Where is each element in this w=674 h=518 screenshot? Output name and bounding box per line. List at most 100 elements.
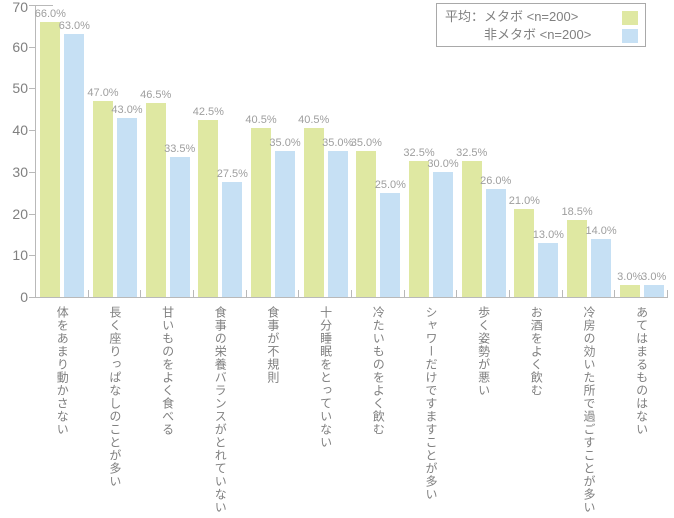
bar-group: 21.0% 13.0% [509, 5, 564, 297]
value-label: 40.5% [298, 114, 330, 127]
bar-non-metabo: 26.0% [480, 175, 511, 297]
bar-metabo: 32.5% [403, 147, 435, 297]
bar-metabo: 46.5% [140, 89, 171, 297]
value-label: 35.0% [322, 137, 354, 149]
x-axis-tick [667, 290, 668, 297]
y-axis-tick [29, 171, 35, 173]
y-axis-top-tick-segment [36, 5, 53, 6]
bar-non-metabo: 25.0% [375, 179, 406, 297]
value-label: 25.0% [374, 178, 406, 191]
legend-row-non-metabo: 非メタボ <n=200> [445, 26, 637, 44]
category-label: 冷房の効いた所で過ごすことが多い [581, 306, 596, 514]
bar-metabo: 18.5% [561, 206, 593, 297]
bar-non-metabo: 43.0% [111, 104, 143, 297]
bar-group: 40.5% 35.0% [298, 5, 353, 297]
category-cell: あてはまるものはない [614, 306, 667, 514]
x-axis-tick [561, 290, 563, 297]
bar-group: 66.0% 63.0% [35, 5, 90, 297]
x-axis-tick [403, 290, 405, 297]
x-axis-tick [351, 290, 352, 297]
category-cell: お酒をよく飲む [509, 306, 562, 514]
bar-metabo: 66.0% [35, 8, 66, 297]
category-label: お酒をよく飲む [529, 306, 544, 397]
y-axis-tick [29, 213, 35, 215]
bar-metabo: 32.5% [456, 147, 487, 297]
y-axis-label: 20 [12, 205, 28, 222]
legend: 平均：メタボ <n=200> 非メタボ <n=200> [436, 3, 646, 47]
bar-non-metabo: 30.0% [427, 158, 459, 297]
bar-non-metabo: 35.0% [322, 137, 353, 297]
category-cell: 食事の栄養バランスがとれていない [193, 306, 246, 514]
x-axis-tick [509, 290, 510, 297]
value-label: 66.0% [34, 7, 66, 20]
category-label: 十分睡眠をとっていない [318, 306, 333, 449]
x-axis-category-labels: 体をあまり動かさない 長く座りっぱなしのことが多い 甘いものをよく食べる 食事の栄養バ… [35, 306, 667, 514]
category-cell: 冷たいものをよく飲む [351, 306, 404, 514]
value-label: 3.0% [617, 270, 643, 283]
value-label: 40.5% [245, 114, 277, 127]
y-axis-tick [29, 46, 35, 48]
y-axis-label: 10 [12, 247, 28, 264]
value-label: 46.5% [140, 89, 172, 102]
value-label: 43.0% [111, 103, 143, 116]
bar-non-metabo: 13.0% [533, 229, 564, 297]
bar-metabo: 42.5% [193, 106, 224, 297]
category-cell: 歩く姿勢が悪い [456, 306, 509, 514]
bar-group: 32.5% 26.0% [456, 5, 511, 297]
category-label: 食事の栄養バランスがとれていない [213, 306, 228, 514]
bar-metabo: 47.0% [87, 87, 119, 297]
bar-group: 40.5% 35.0% [245, 5, 301, 297]
bar-group: 35.0% 25.0% [351, 5, 406, 297]
legend-swatch-non-metabo [622, 29, 638, 43]
value-label: 26.0% [480, 174, 512, 187]
category-cell: 甘いものをよく食べる [140, 306, 193, 514]
x-axis-tick [614, 290, 616, 297]
bar-non-metabo: 14.0% [585, 225, 617, 297]
value-label: 3.0% [641, 270, 667, 283]
legend-swatch-metabo [622, 11, 638, 25]
category-cell: 食事が不規則 [246, 306, 299, 514]
value-label: 42.5% [192, 105, 224, 118]
category-cell: 十分睡眠をとっていない [298, 306, 351, 514]
y-axis-label: 60 [12, 38, 28, 55]
bar-non-metabo: 27.5% [217, 168, 248, 297]
value-label: 47.0% [87, 86, 119, 99]
bar-non-metabo: 63.0% [59, 20, 90, 297]
legend-row-metabo: 平均：メタボ <n=200> [445, 8, 637, 26]
bar-metabo: 40.5% [245, 114, 277, 297]
value-label: 32.5% [456, 147, 488, 160]
x-axis-tick [245, 290, 247, 297]
bar-group: 46.5% 33.5% [140, 5, 195, 297]
x-axis-tick [456, 290, 458, 297]
bar-group: 32.5% 30.0% [403, 5, 459, 297]
value-label: 27.5% [216, 168, 248, 181]
y-axis-label: 30 [12, 163, 28, 180]
x-axis-tick [193, 290, 194, 297]
value-label: 32.5% [403, 147, 435, 160]
value-label: 33.5% [164, 143, 196, 156]
bar-non-metabo: 35.0% [269, 137, 301, 297]
y-axis-label: 0 [20, 289, 28, 305]
value-label: 35.0% [350, 137, 382, 149]
bar-non-metabo: 3.0% [641, 271, 666, 297]
bar-metabo: 40.5% [298, 114, 329, 297]
bar-metabo: 35.0% [351, 137, 382, 297]
bar-metabo: 3.0% [617, 271, 642, 297]
category-label: 甘いものをよく食べる [160, 306, 175, 436]
bar-group: 47.0% 43.0% [87, 5, 143, 297]
x-axis-tick [298, 290, 300, 297]
y-axis-tick [29, 255, 35, 257]
value-label: 63.0% [58, 20, 90, 33]
bar-group: 42.5% 27.5% [193, 5, 248, 297]
category-cell: 長く座りっぱなしのことが多い [88, 306, 141, 514]
bar-non-metabo: 33.5% [164, 143, 195, 297]
y-axis-label: 70 [12, 0, 28, 15]
category-cell: 冷房の効いた所で過ごすことが多い [562, 306, 615, 514]
category-label: 食事が不規則 [265, 306, 280, 384]
category-label: 歩く姿勢が悪い [476, 306, 491, 397]
category-label: 長く座りっぱなしのことが多い [107, 306, 122, 488]
y-axis-label: 50 [12, 80, 28, 97]
y-axis-tick [29, 88, 35, 90]
y-axis-tick [29, 130, 35, 132]
x-axis-tick [140, 290, 142, 297]
